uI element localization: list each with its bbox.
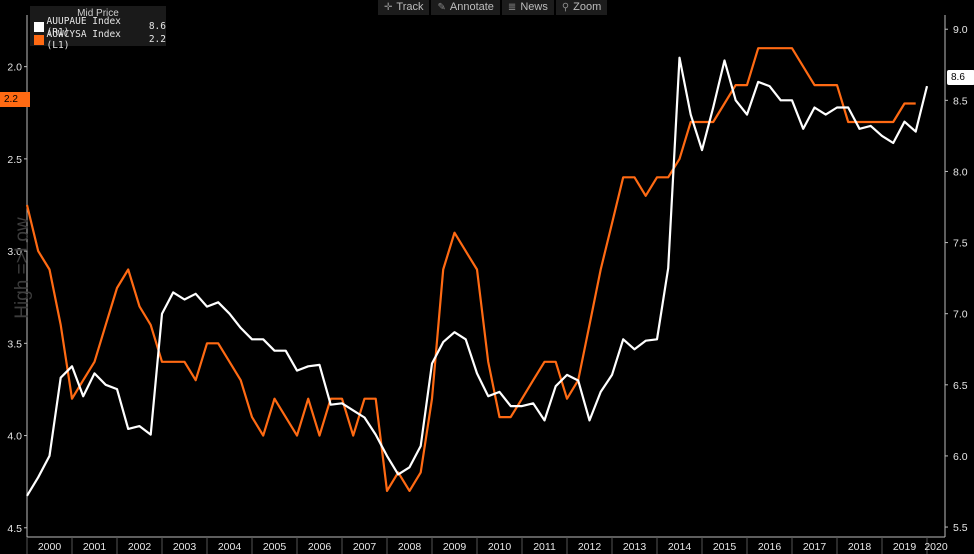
track-button[interactable]: ✛ Track [378, 0, 430, 15]
x-tick-label: 2019 [893, 541, 917, 553]
x-tick-label: 2014 [668, 541, 692, 553]
right-tick-label: 6.0 [953, 451, 968, 463]
x-tick-label: 2020 [924, 541, 948, 553]
legend-entry-auwcysa[interactable]: AUWCYSA Index (L1) 2.2 [30, 29, 166, 51]
left-tick-label: 3.0 [7, 246, 22, 258]
right-tick-label: 8.0 [953, 166, 968, 178]
x-tick-label: 2003 [173, 541, 197, 553]
chart-legend: Mid Price AUUPAUE Index (R1) 8.6 AUWCYSA… [30, 6, 166, 51]
zoom-label: Zoom [573, 1, 602, 13]
x-tick-label: 2000 [38, 541, 62, 553]
legend-title: Mid Price [77, 8, 119, 19]
magnifier-icon: ⚲ [561, 2, 570, 13]
x-tick-label: 2009 [443, 541, 467, 553]
news-label: News [520, 1, 548, 13]
x-tick-label: 2005 [263, 541, 287, 553]
legend-swatch-white [34, 21, 44, 32]
legend-series-value: 8.6 [148, 21, 166, 32]
zoom-button[interactable]: ⚲ Zoom [555, 0, 608, 15]
series-line-auupaue [26, 56, 929, 497]
right-tick-label: 6.5 [953, 380, 968, 392]
legend-series-name: AUWCYSA Index (L1) [46, 28, 121, 51]
x-tick-label: 2007 [353, 541, 377, 553]
right-tick-label: 5.5 [953, 522, 968, 534]
left-tick-label: 2.0 [7, 62, 22, 74]
news-icon: ≣ [507, 2, 517, 13]
x-tick-label: 2013 [623, 541, 647, 553]
x-tick-label: 2012 [578, 541, 602, 553]
left-axis: 2.0 2.5 3.0 3.5 4.0 4.5 [7, 15, 28, 537]
x-tick-label: 2010 [488, 541, 512, 553]
left-tick-label: 4.5 [7, 523, 22, 535]
right-tick-label: 7.5 [953, 238, 968, 250]
right-axis: 5.5 6.0 6.5 7.0 7.5 8.0 8.5 9.0 [944, 15, 968, 537]
right-tick-label: 7.0 [953, 309, 968, 321]
left-tick-label: 4.0 [7, 431, 22, 443]
crosshair-icon: ✛ [384, 2, 393, 13]
annotate-label: Annotate [449, 1, 494, 13]
x-tick-label: 2011 [533, 541, 556, 553]
series-layer [25, 47, 929, 497]
news-button[interactable]: ≣ News [501, 0, 554, 15]
right-tick-label: 9.0 [953, 24, 968, 36]
x-tick-label: 2001 [83, 541, 107, 553]
x-tick-label: 2006 [308, 541, 332, 553]
x-tick-label: 2018 [848, 541, 872, 553]
left-tick-label: 3.5 [7, 338, 22, 350]
pencil-icon: ✎ [437, 2, 446, 13]
annotate-button[interactable]: ✎ Annotate [431, 0, 500, 15]
x-tick-label: 2002 [128, 541, 152, 553]
legend-swatch-orange [34, 34, 44, 45]
chart-toolbar: ✛ Track ✎ Annotate ≣ News ⚲ Zoom [378, 0, 608, 15]
right-last-value-flag: 8.6 [947, 70, 974, 85]
x-tick-label: 2015 [713, 541, 737, 553]
left-last-value-flag: 2.2 [0, 92, 30, 107]
high-low-label: High =>Low [12, 217, 33, 319]
series-line-auwcysa [25, 47, 916, 492]
track-label: Track [396, 1, 424, 13]
x-tick-label: 2017 [803, 541, 827, 553]
legend-entry-auupaue[interactable]: AUUPAUE Index (R1) 8.6 [30, 16, 166, 38]
legend-series-value: 2.2 [148, 34, 166, 45]
right-tick-label: 8.5 [953, 95, 968, 107]
x-tick-label: 2008 [398, 541, 422, 553]
legend-series-name: AUUPAUE Index (R1) [46, 15, 121, 38]
x-tick-label: 2016 [758, 541, 782, 553]
x-tick-label: 2004 [218, 541, 242, 553]
x-axis: 2000 2001 2002 2003 2004 2005 2006 2007 2008 2009… [26, 536, 948, 554]
left-tick-label: 2.5 [7, 154, 22, 166]
